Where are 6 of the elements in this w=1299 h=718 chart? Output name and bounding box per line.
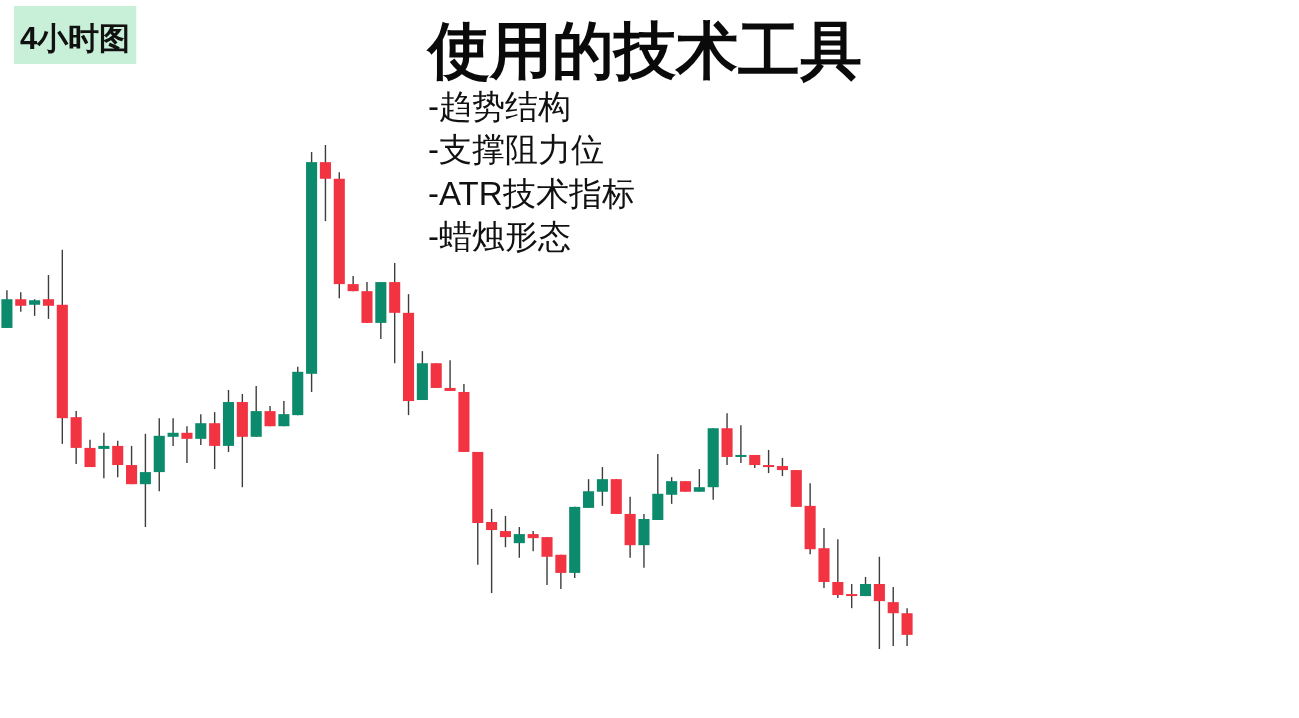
annotation: -ATR技术指标 — [428, 174, 635, 212]
timeframe-label: 4小时图 — [20, 21, 131, 56]
annotation: -趋势结构 — [428, 88, 571, 125]
annotation: -蜡烛形态 — [428, 217, 571, 255]
chart-title: 使用的技术工具 — [428, 16, 862, 85]
annotation: -支撑阻力位 — [428, 131, 604, 169]
